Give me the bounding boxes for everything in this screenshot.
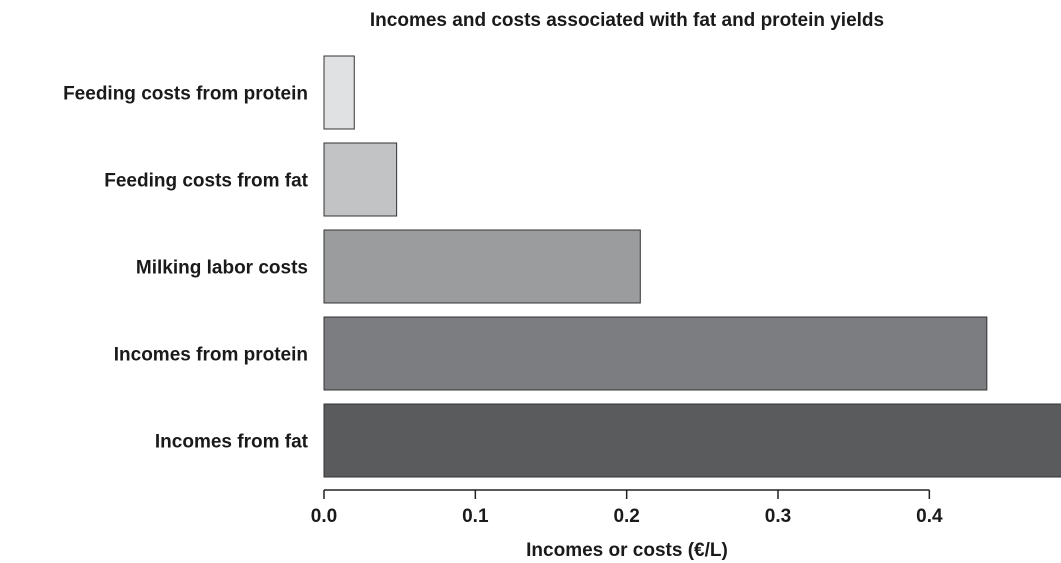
category-label-0: Feeding costs from protein — [63, 84, 308, 105]
category-label-1: Feeding costs from fat — [104, 171, 308, 192]
x-tick-label-4: 0.4 — [916, 506, 943, 527]
bar-2 — [323, 229, 641, 304]
bar-3 — [323, 316, 988, 391]
x-axis-ticks: 0.0 0.1 0.2 0.3 0.4 — [311, 490, 943, 527]
x-tick-label-1: 0.1 — [462, 506, 489, 527]
category-labels: Feeding costs from protein Feeding costs … — [63, 84, 309, 453]
category-label-3: Incomes from protein — [114, 345, 308, 366]
x-tick-label-2: 0.2 — [613, 506, 639, 527]
chart-title: Incomes and costs associated with fat an… — [370, 10, 884, 31]
bar-4 — [323, 403, 1061, 478]
bar-1 — [323, 142, 398, 217]
x-tick-label-0: 0.0 — [311, 506, 337, 527]
x-axis-title: Incomes or costs (€/L) — [526, 540, 728, 561]
bars-group — [323, 55, 1061, 478]
x-tick-label-3: 0.3 — [765, 506, 791, 527]
bar-0 — [323, 55, 355, 130]
category-label-2: Milking labor costs — [136, 258, 308, 279]
category-label-4: Incomes from fat — [155, 432, 309, 453]
